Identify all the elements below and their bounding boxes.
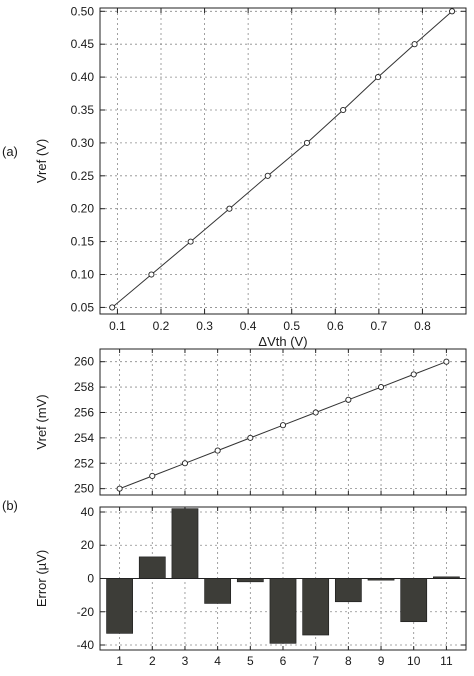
data-point <box>377 384 385 391</box>
y-tick-label: -40 <box>77 638 95 652</box>
data-point <box>181 460 189 467</box>
error-bar <box>171 508 199 579</box>
x-tick-label: 8 <box>345 654 352 668</box>
x-tick-label: 3 <box>182 654 189 668</box>
x-tick-label: 0.6 <box>327 319 344 333</box>
error-bar <box>204 578 232 604</box>
data-point <box>214 447 221 454</box>
y-tick-label: 258 <box>74 380 94 394</box>
y-axis-label-b-top: Vref (mV) <box>34 394 49 449</box>
x-tick-label: 7 <box>312 654 319 668</box>
x-tick-label: 10 <box>407 654 421 668</box>
error-bar <box>138 556 166 579</box>
data-point <box>109 304 116 311</box>
y-tick-label: 0.20 <box>71 202 95 216</box>
y-tick-label: 0.40 <box>71 70 95 84</box>
y-tick-label: 256 <box>74 405 94 419</box>
y-tick-label: 260 <box>74 355 94 369</box>
x-tick-label: 0.5 <box>283 319 300 333</box>
y-tick-label: 254 <box>74 431 94 445</box>
error-bar <box>302 578 330 636</box>
x-tick-label: 0.3 <box>196 319 213 333</box>
x-tick-label: 6 <box>280 654 287 668</box>
data-point <box>187 238 194 245</box>
data-point <box>312 409 319 416</box>
y-tick-label: 0.45 <box>71 37 95 51</box>
data-point <box>116 485 123 492</box>
data-point <box>226 205 233 212</box>
y-tick-label: 0.30 <box>71 136 95 150</box>
y-tick-label: -20 <box>77 605 95 619</box>
y-tick-label: 0 <box>87 572 94 586</box>
y-tick-label: 0.05 <box>71 300 95 314</box>
error-bar <box>400 578 428 623</box>
x-tick-label: 0.4 <box>240 319 257 333</box>
plot-frame-b-top <box>99 348 467 496</box>
panel-label-b: (b) <box>2 498 18 513</box>
chart-b-bottom: 1 2 3 4 5 6 7 8 9 10 11 -40 -20 0 20 40 Error (µV) <box>34 505 467 668</box>
data-point <box>449 8 456 15</box>
y-tick-label: 20 <box>81 538 95 552</box>
data-point <box>340 106 347 114</box>
data-point <box>303 139 311 146</box>
y-axis-label-a: Vref (V) <box>34 139 49 183</box>
error-bar <box>334 578 362 603</box>
data-point <box>264 172 271 179</box>
chart-b-top: 250 252 254 256 258 260 Vref (mV) <box>34 348 467 496</box>
data-point <box>443 358 450 365</box>
data-point <box>411 41 418 48</box>
x-axis-label-a: ΔVth (V) <box>258 334 307 349</box>
x-tick-label: 9 <box>378 654 385 668</box>
x-tick-label: 0.7 <box>371 319 388 333</box>
x-tick-label: 0.2 <box>153 319 170 333</box>
plot-frame-a <box>99 7 467 315</box>
x-tick-label: 0.1 <box>109 319 126 333</box>
y-tick-label: 0.35 <box>71 103 95 117</box>
y-tick-label: 40 <box>81 505 95 519</box>
x-tick-label: 1 <box>116 654 123 668</box>
data-point <box>410 371 417 378</box>
x-tick-label: 11 <box>440 654 453 668</box>
data-point <box>374 74 382 81</box>
data-point <box>148 271 155 278</box>
y-tick-label: 0.15 <box>71 235 95 249</box>
data-point <box>247 434 254 441</box>
y-tick-label: 0.50 <box>71 4 95 18</box>
y-tick-label: 250 <box>74 482 94 496</box>
chart-a: 0.1 0.2 0.3 0.4 0.5 0.6 0.7 0.8 0.05 0.10 0.15 0.20… <box>34 4 467 349</box>
data-point <box>345 396 352 403</box>
data-point <box>149 472 156 480</box>
x-tick-label: 2 <box>149 654 156 668</box>
error-bar <box>269 578 297 644</box>
x-tick-label: 0.8 <box>414 319 431 333</box>
x-tick-label: 4 <box>214 654 221 668</box>
y-axis-label-b-bottom: Error (µV) <box>34 550 49 607</box>
series-line-a <box>111 10 453 308</box>
y-tick-label: 0.10 <box>71 268 95 282</box>
data-point <box>279 422 287 429</box>
error-bar <box>106 578 133 634</box>
x-tick-label: 5 <box>247 654 254 668</box>
y-tick-label: 252 <box>74 456 94 470</box>
y-tick-label: 0.25 <box>71 169 95 183</box>
plot-frame-b-bottom <box>99 506 467 651</box>
panel-label-a: (a) <box>2 144 18 159</box>
